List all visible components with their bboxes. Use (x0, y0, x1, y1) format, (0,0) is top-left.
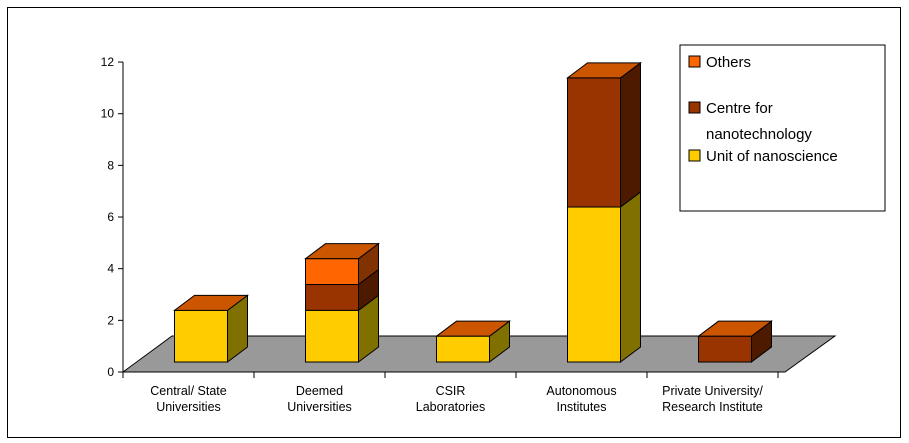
y-tick-label: 4 (107, 262, 114, 276)
bar-stack (304, 242, 380, 363)
x-category-label: Universities (287, 400, 352, 414)
legend-box (679, 44, 886, 212)
legend-label: nanotechnology (706, 126, 812, 143)
x-category-label: Deemed (296, 384, 343, 398)
x-category-label: Institutes (556, 400, 606, 414)
bar-top (566, 62, 642, 79)
bar-top (697, 320, 773, 337)
x-category-label: Autonomous (546, 384, 616, 398)
y-tick-label: 6 (107, 210, 114, 224)
bar-stack (435, 320, 511, 363)
bar-stack (697, 320, 773, 363)
y-tick-label: 12 (101, 55, 115, 69)
x-category-label: CSIR (436, 384, 466, 398)
bar-segment (567, 206, 621, 363)
bar-top (173, 294, 249, 311)
bar-segment (305, 309, 359, 363)
bar-top (435, 320, 511, 337)
bar-segment (305, 258, 359, 286)
legend-swatch (688, 55, 701, 68)
x-category-label: Research Institute (662, 400, 763, 414)
y-tick-label: 0 (107, 365, 114, 379)
x-category-label: Universities (156, 400, 221, 414)
bar-side (620, 191, 641, 363)
y-tick-label: 10 (101, 107, 115, 121)
legend-label: Centre for (706, 100, 773, 117)
x-category-label: Laboratories (416, 400, 486, 414)
y-tick-label: 8 (107, 158, 114, 172)
bar-segment (698, 335, 752, 363)
bar-stack (566, 61, 642, 363)
legend-label: Others (706, 54, 751, 71)
bar-stack (173, 294, 249, 363)
bar-segment (174, 309, 228, 363)
x-category-label: Central/ State (150, 384, 226, 398)
y-tick-label: 2 (107, 313, 114, 327)
bar-side (620, 61, 641, 209)
bar-top (304, 243, 380, 260)
bar-segment (305, 284, 359, 311)
legend-label: Unit of nanoscience (706, 148, 838, 165)
bar-segment (436, 335, 490, 363)
legend-swatch (688, 101, 701, 114)
bar-segment (567, 77, 621, 208)
legend-swatch (688, 149, 701, 162)
x-category-label: Private University/ (662, 384, 763, 398)
